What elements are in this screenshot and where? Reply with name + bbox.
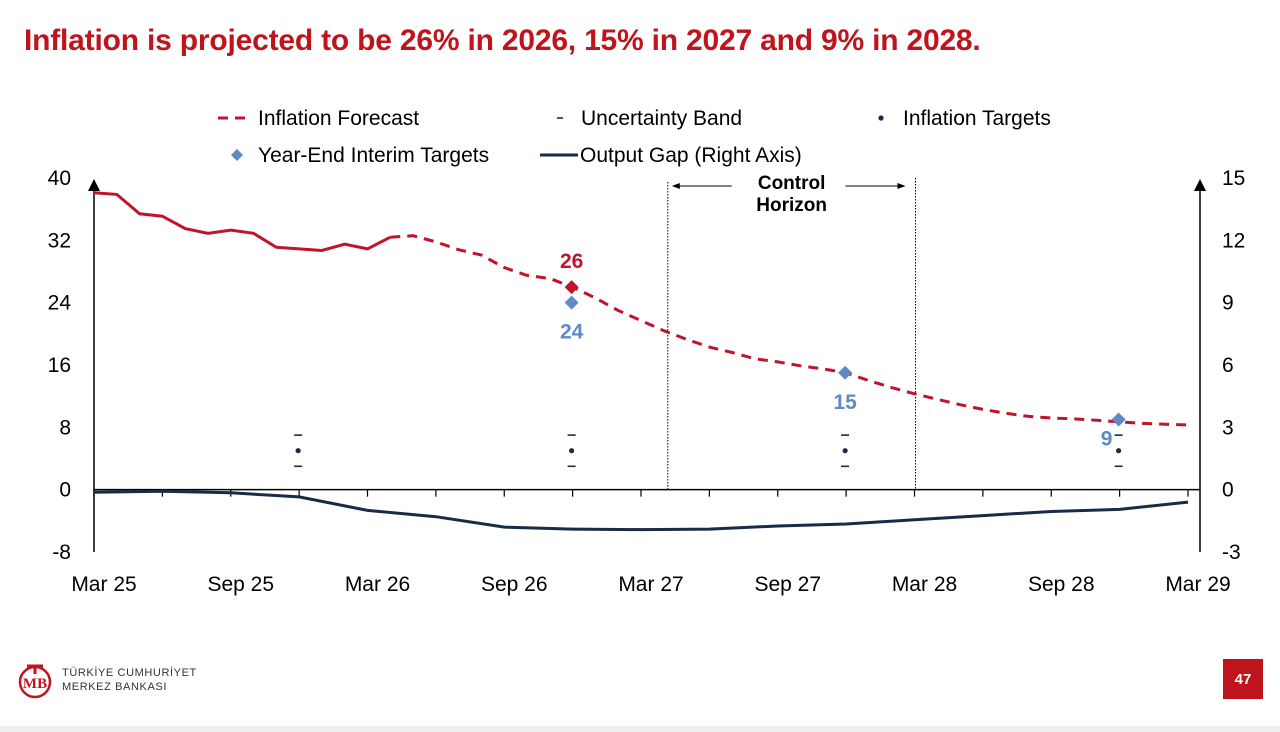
inflation-target-dot (842, 448, 848, 454)
interim-target-label: 9 (1101, 428, 1113, 451)
x-tick-label: Mar 25 (71, 573, 136, 596)
right-y-tick-label: 0 (1222, 479, 1234, 502)
control-horizon-label: Control (758, 173, 826, 194)
x-tick-label: Mar 29 (1165, 573, 1230, 596)
x-tick-label: Sep 26 (481, 573, 548, 596)
right-axis-arrow-icon (1194, 179, 1206, 191)
inflation-target-dot (569, 448, 575, 454)
arrow-right-icon (897, 183, 906, 189)
right-y-tick-label: 9 (1222, 292, 1234, 315)
arrow-left-icon (671, 183, 680, 189)
inflation-target-dot (1116, 448, 1122, 454)
x-tick-label: Sep 28 (1028, 573, 1095, 596)
legend-label: Inflation Forecast (258, 107, 419, 130)
x-tick-label: Mar 28 (892, 573, 957, 596)
inflation-target-dot (295, 448, 301, 454)
left-y-tick-label: 0 (59, 479, 71, 502)
left-y-tick-label: 24 (48, 292, 72, 315)
inflation-actual-line (93, 191, 391, 253)
interim-target-marker (564, 295, 579, 310)
interim-target-marker (838, 365, 853, 380)
forecast-point-label: 26 (560, 250, 583, 273)
cbrt-emblem-icon: MB (18, 664, 52, 699)
inflation-forecast-line (390, 234, 1189, 427)
legend-label: Output Gap (Right Axis) (580, 144, 802, 167)
left-y-tick-label: 40 (48, 167, 71, 190)
right-y-tick-label: 15 (1222, 167, 1245, 190)
page-title: Inflation is projected to be 26% in 2026… (24, 24, 981, 57)
interim-target-label: 24 (560, 321, 584, 344)
control-horizon-label: Horizon (756, 195, 827, 216)
bottom-divider (0, 726, 1280, 732)
interim-target-marker (1111, 412, 1126, 427)
left-y-tick-label: 16 (48, 354, 71, 377)
right-y-tick-label: 12 (1222, 229, 1245, 252)
right-y-tick-label: -3 (1222, 541, 1241, 564)
left-axis-arrow-icon (88, 179, 100, 191)
forecast-point-marker (564, 280, 579, 295)
x-tick-label: Mar 26 (345, 573, 410, 596)
right-y-tick-label: 3 (1222, 416, 1234, 439)
left-y-tick-label: -8 (52, 541, 71, 564)
inflation-forecast-chart: Mar 25 Sep 25 Mar 26 Sep 26 Mar 27 Sep 27 Mar … (48, 107, 1246, 596)
logo-line-1: TÜRKİYE CUMHURİYET (62, 667, 197, 679)
right-y-tick-label: 6 (1222, 354, 1234, 377)
legend-label: Year-End Interim Targets (258, 144, 489, 167)
legend-dot-icon (878, 115, 884, 121)
x-tick-label: Mar 27 (618, 573, 683, 596)
x-tick-label: Sep 25 (207, 573, 274, 596)
legend-diamond-icon (231, 149, 243, 161)
page-number: 47 (1223, 659, 1263, 699)
left-y-tick-label: 8 (59, 416, 71, 439)
logo-line-2: MERKEZ BANKASI (62, 681, 167, 693)
left-y-tick-label: 32 (48, 229, 71, 252)
interim-target-label: 15 (833, 391, 857, 414)
svg-text:MB: MB (23, 676, 47, 692)
x-tick-label: Sep 27 (754, 573, 821, 596)
output-gap-line (93, 489, 1189, 532)
legend-label: Inflation Targets (903, 107, 1051, 130)
cbrt-logo: MB TÜRKİYE CUMHURİYET MERKEZ BANKASI (16, 660, 216, 700)
legend-label: Uncertainty Band (581, 107, 742, 130)
